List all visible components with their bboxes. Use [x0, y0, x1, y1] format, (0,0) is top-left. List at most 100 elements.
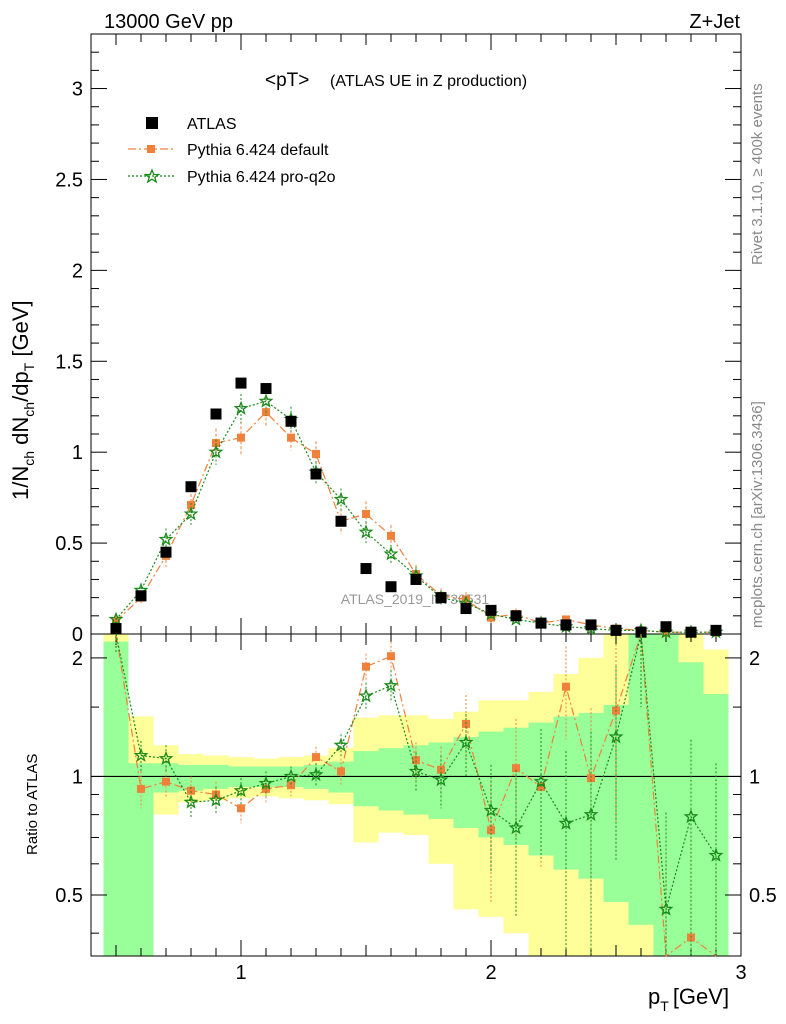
- x-tick-label: 3: [735, 962, 746, 984]
- y-tick-label: 2.5: [55, 169, 83, 191]
- proq2o-ratio-point: [433, 772, 449, 787]
- band-inner-bin: [628, 634, 654, 925]
- proq2o-point: [108, 611, 124, 626]
- default-point: [387, 531, 395, 540]
- ratio-series-group: [115, 633, 724, 958]
- proq2o-ratio-point: [158, 750, 174, 766]
- ratio-tick-label-right: 0.5: [749, 885, 777, 907]
- ratio-uncertainty-bands: [103, 634, 729, 956]
- main-series-group: [108, 377, 724, 639]
- proq2o-ratio-point: [508, 820, 524, 835]
- band-inner-bin: [103, 641, 129, 956]
- atlas-data-point: [510, 610, 522, 622]
- proq2o-ratio-point: [308, 766, 324, 782]
- proq2o-point: [258, 393, 274, 408]
- proq2o-ratio-point: [183, 794, 199, 809]
- proq2o-point: [208, 444, 224, 459]
- band-inner-bin: [328, 761, 354, 793]
- atlas-data-point: [460, 603, 472, 615]
- atlas-data-point: [410, 573, 422, 585]
- atlas-data-point: [485, 604, 497, 616]
- atlas-data-point: [360, 563, 372, 575]
- ratio-axis-ticks: 0.5 0.5 1 1 2 2 1 2 3: [55, 634, 777, 984]
- default-ratio-point: [187, 786, 195, 795]
- plot-title: <pT>: [265, 70, 309, 91]
- default-ratio-point: [162, 777, 170, 786]
- proq2o-ratio-point: [283, 768, 299, 783]
- default-ratio-point: [412, 756, 420, 765]
- default-ratio-point: [387, 652, 395, 661]
- ratio-tick-label-right: 2: [749, 648, 760, 670]
- proq2o-ratio-point: [558, 815, 574, 830]
- ratio-tick-label: 1: [72, 766, 83, 788]
- proq2o-ratio-point: [608, 729, 624, 744]
- proq2o-ratio-point: [233, 782, 249, 798]
- proq2o-point: [158, 531, 174, 546]
- proq2o-point: [358, 524, 374, 539]
- proq2o-ratio-point: [133, 747, 149, 762]
- atlas-data-point: [335, 515, 347, 527]
- atlas-data-point: [310, 468, 322, 480]
- atlas-data-point: [185, 481, 197, 493]
- ratio-tick-label-right: 1: [749, 766, 760, 788]
- atlas-data-point: [710, 624, 722, 636]
- y-tick-label: 1: [72, 442, 83, 464]
- x-tick-label: 1: [235, 962, 246, 984]
- plot-subtitle: (ATLAS UE in Z production): [330, 73, 527, 90]
- header-left: 13000 GeV pp: [104, 11, 233, 33]
- ratio-tick-label: 0.5: [55, 885, 83, 907]
- legend-default-label: Pythia 6.424 default: [187, 142, 329, 159]
- atlas-data-point: [610, 624, 622, 636]
- legend-proq2o-marker: [143, 168, 161, 184]
- legend-proq2o-label: Pythia 6.424 pro-q2o: [187, 169, 336, 186]
- y-tick-label: 3: [72, 79, 83, 101]
- ratio-y-axis-title: Ratio to ATLAS: [24, 754, 41, 855]
- default-ratio-point: [137, 784, 145, 793]
- atlas-data-point: [660, 621, 672, 633]
- rivet-label: Rivet 3.1.10, ≥ 400k events: [749, 83, 766, 265]
- proq2o-ratio-point: [208, 792, 224, 807]
- mcplots-label: mcplots.cern.ch [arXiv:1306.3436]: [749, 401, 766, 628]
- atlas-data-point: [260, 383, 272, 395]
- atlas-data-point: [385, 581, 397, 593]
- default-point: [287, 433, 295, 442]
- y-tick-label: 2: [72, 260, 83, 282]
- atlas-data-point: [435, 592, 447, 604]
- default-ratio-point: [362, 662, 370, 671]
- proq2o-ratio-point: [333, 737, 349, 752]
- default-point: [237, 433, 245, 442]
- main-y-axis-title: 1/Nch dNch/dpT [GeV]: [8, 300, 37, 500]
- default-point: [212, 439, 220, 448]
- default-ratio-point: [337, 767, 345, 776]
- main-axis-ticks: 0 0.5 1 1.5 2 2.5 3: [55, 34, 741, 646]
- atlas-data-point: [110, 623, 122, 635]
- proq2o-ratio-point: [383, 677, 399, 693]
- legend-atlas-marker: [146, 117, 158, 129]
- proq2o-ratio-point: [258, 775, 274, 790]
- proq2o-ratio-point: [408, 763, 424, 778]
- proq2o-point: [333, 491, 349, 506]
- atlas-data-point: [285, 415, 297, 427]
- analysis-watermark: ATLAS_2019_I1736531: [341, 591, 490, 607]
- proq2o-ratio-point: [533, 773, 549, 788]
- band-inner-bin: [378, 748, 404, 811]
- proq2o-ratio-point: [708, 847, 724, 862]
- atlas-data-point: [235, 377, 247, 389]
- default-ratio-point: [437, 765, 445, 774]
- default-ratio-point: [512, 764, 520, 773]
- atlas-data-point: [135, 590, 147, 602]
- default-ratio-point: [312, 753, 320, 762]
- proq2o-ratio-point: [658, 901, 674, 916]
- y-tick-label: 1.5: [55, 351, 83, 373]
- atlas-data-point: [560, 619, 572, 631]
- atlas-data-point: [535, 617, 547, 629]
- proq2o-ratio-point: [683, 808, 699, 824]
- default-ratio-point: [562, 682, 570, 691]
- atlas-data-point: [210, 408, 222, 420]
- band-inner-bin: [653, 634, 679, 956]
- band-inner-bin: [353, 751, 379, 807]
- proq2o-point: [183, 506, 199, 521]
- legend: ATLAS Pythia 6.424 default Pythia 6.424 …: [128, 116, 336, 186]
- proq2o-ratio-point: [458, 734, 474, 749]
